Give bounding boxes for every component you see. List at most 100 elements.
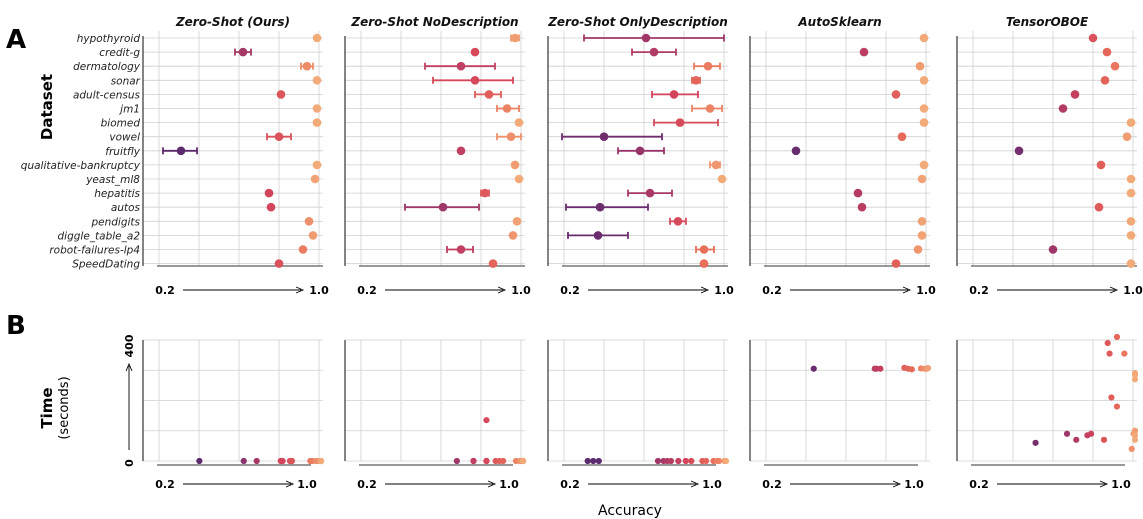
dataset-label: vowel — [109, 132, 140, 144]
data-point — [919, 104, 929, 113]
accuracy-axis-label: Accuracy — [598, 503, 662, 519]
data-point — [312, 118, 322, 127]
data-point — [510, 160, 520, 170]
x-arrow-head — [1109, 286, 1119, 294]
data-point — [897, 132, 907, 141]
method-title: TensorOBOE — [1006, 15, 1089, 29]
time-point — [1100, 436, 1108, 443]
data-point — [506, 132, 516, 141]
x-arrow-head — [690, 480, 700, 488]
x-tick-min: 0.2 — [357, 478, 377, 491]
data-point — [857, 202, 867, 212]
x-tick-max: 1.0 — [511, 284, 531, 297]
panel-label-b: B — [6, 311, 26, 341]
data-point — [919, 118, 929, 127]
x-tick-min: 0.2 — [155, 478, 175, 491]
data-point — [673, 217, 683, 226]
data-point — [1126, 259, 1136, 268]
time-point — [1128, 445, 1135, 452]
data-point — [791, 146, 801, 156]
time-axis-label: Time — [38, 387, 56, 428]
x-arrow-head — [285, 480, 295, 488]
time-point — [1113, 403, 1121, 410]
time-point — [1104, 339, 1111, 347]
data-point — [1110, 61, 1120, 71]
x-tick-max: 1.0 — [499, 478, 519, 491]
time-point — [1113, 333, 1121, 341]
charts-layer: hypothyroid credit-g dermatology sonar adult… — [21, 15, 1143, 491]
data-point — [312, 160, 322, 170]
data-point — [502, 104, 512, 113]
x-tick-max: 1.0 — [1111, 478, 1131, 491]
data-point — [1126, 174, 1136, 184]
time-point — [722, 457, 730, 465]
data-point — [176, 146, 186, 156]
x-tick-max: 1.0 — [714, 284, 734, 297]
data-point — [1094, 202, 1104, 212]
data-point — [891, 259, 901, 268]
dataset-axis-label: Dataset — [38, 74, 56, 140]
panel-label-a: A — [6, 25, 26, 55]
time-point — [715, 457, 723, 465]
dataset-label: fruitfly — [105, 146, 140, 158]
data-point — [1058, 104, 1068, 113]
time-point — [317, 457, 325, 465]
data-point — [699, 259, 709, 268]
x-tick-min: 0.2 — [762, 284, 782, 297]
data-point — [917, 174, 927, 184]
data-point — [917, 231, 927, 240]
data-point — [711, 160, 721, 170]
x-arrow-head — [902, 286, 912, 294]
time-point — [688, 457, 695, 465]
time-point — [654, 457, 662, 465]
time-tick-min: 0 — [123, 459, 136, 467]
data-point — [1102, 47, 1112, 57]
data-point — [675, 118, 685, 127]
data-point — [274, 259, 284, 268]
time-point — [519, 457, 527, 465]
time-point — [240, 457, 247, 465]
time-point — [1087, 430, 1095, 437]
data-point — [645, 188, 655, 198]
time-point — [196, 457, 203, 465]
x-arrow-head — [700, 286, 710, 294]
data-point — [919, 160, 929, 170]
method-title: AutoSklearn — [797, 15, 881, 29]
data-point — [312, 104, 322, 113]
data-point — [891, 90, 901, 99]
dataset-label: yeast_ml8 — [85, 174, 140, 186]
time-point — [595, 457, 602, 465]
dataset-label: adult-census — [73, 89, 141, 101]
time-point — [1032, 439, 1039, 446]
time-point — [584, 457, 591, 465]
time-point — [1131, 436, 1139, 443]
time-point — [483, 417, 490, 424]
dataset-label: SpeedDating — [72, 259, 140, 271]
data-point — [919, 33, 929, 43]
time-point — [1121, 350, 1128, 357]
time-point — [1108, 394, 1115, 401]
data-point — [456, 61, 466, 71]
x-tick-min: 0.2 — [560, 478, 580, 491]
data-point — [298, 245, 308, 254]
data-point — [508, 231, 518, 240]
data-point — [274, 132, 284, 141]
data-point — [1100, 76, 1110, 85]
x-tick-min: 0.2 — [357, 284, 377, 297]
time-point — [1063, 430, 1071, 437]
dataset-label: robot-failures-lp4 — [49, 245, 140, 257]
time-tick-max: 400 — [123, 334, 136, 357]
data-point — [488, 259, 498, 268]
dataset-label: credit-g — [99, 47, 140, 59]
data-point — [699, 245, 709, 254]
data-point — [456, 146, 466, 156]
data-point — [919, 76, 929, 85]
dataset-label: pendigits — [90, 216, 140, 228]
dataset-label: sonar — [111, 75, 141, 87]
dataset-label: hepatitis — [94, 188, 140, 200]
data-point — [480, 188, 490, 198]
dataset-label: hypothyroid — [77, 33, 141, 45]
time-point — [877, 365, 884, 372]
x-tick-min: 0.2 — [155, 284, 175, 297]
time-point — [924, 365, 932, 372]
